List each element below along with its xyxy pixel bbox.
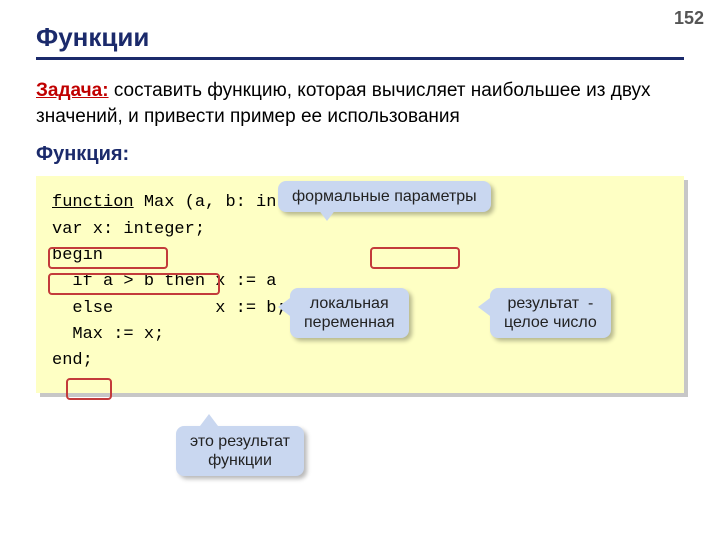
task-label: Задача: <box>36 80 109 101</box>
code-line-7: end; <box>52 348 668 374</box>
task-block: Задача: составить функцию, которая вычис… <box>36 78 684 129</box>
code-line-3: begin <box>52 243 668 269</box>
pointer-result-func <box>200 414 218 426</box>
subheading: Функция: <box>36 143 684 166</box>
callout-local-var: локальная переменная <box>290 288 409 338</box>
slide: 152 Функции Задача: составить функцию, к… <box>0 0 720 540</box>
code-line-2: var x: integer; <box>52 217 668 243</box>
callout-result-type: результат - целое число <box>490 288 611 338</box>
page-number: 152 <box>674 8 704 29</box>
slide-title: Функции <box>36 22 684 53</box>
task-text: составить функцию, которая вычисляет наи… <box>36 80 651 127</box>
callout-result-func: это результат функции <box>176 426 304 476</box>
callout-formal-params: формальные параметры <box>278 181 491 212</box>
title-rule <box>36 57 684 60</box>
